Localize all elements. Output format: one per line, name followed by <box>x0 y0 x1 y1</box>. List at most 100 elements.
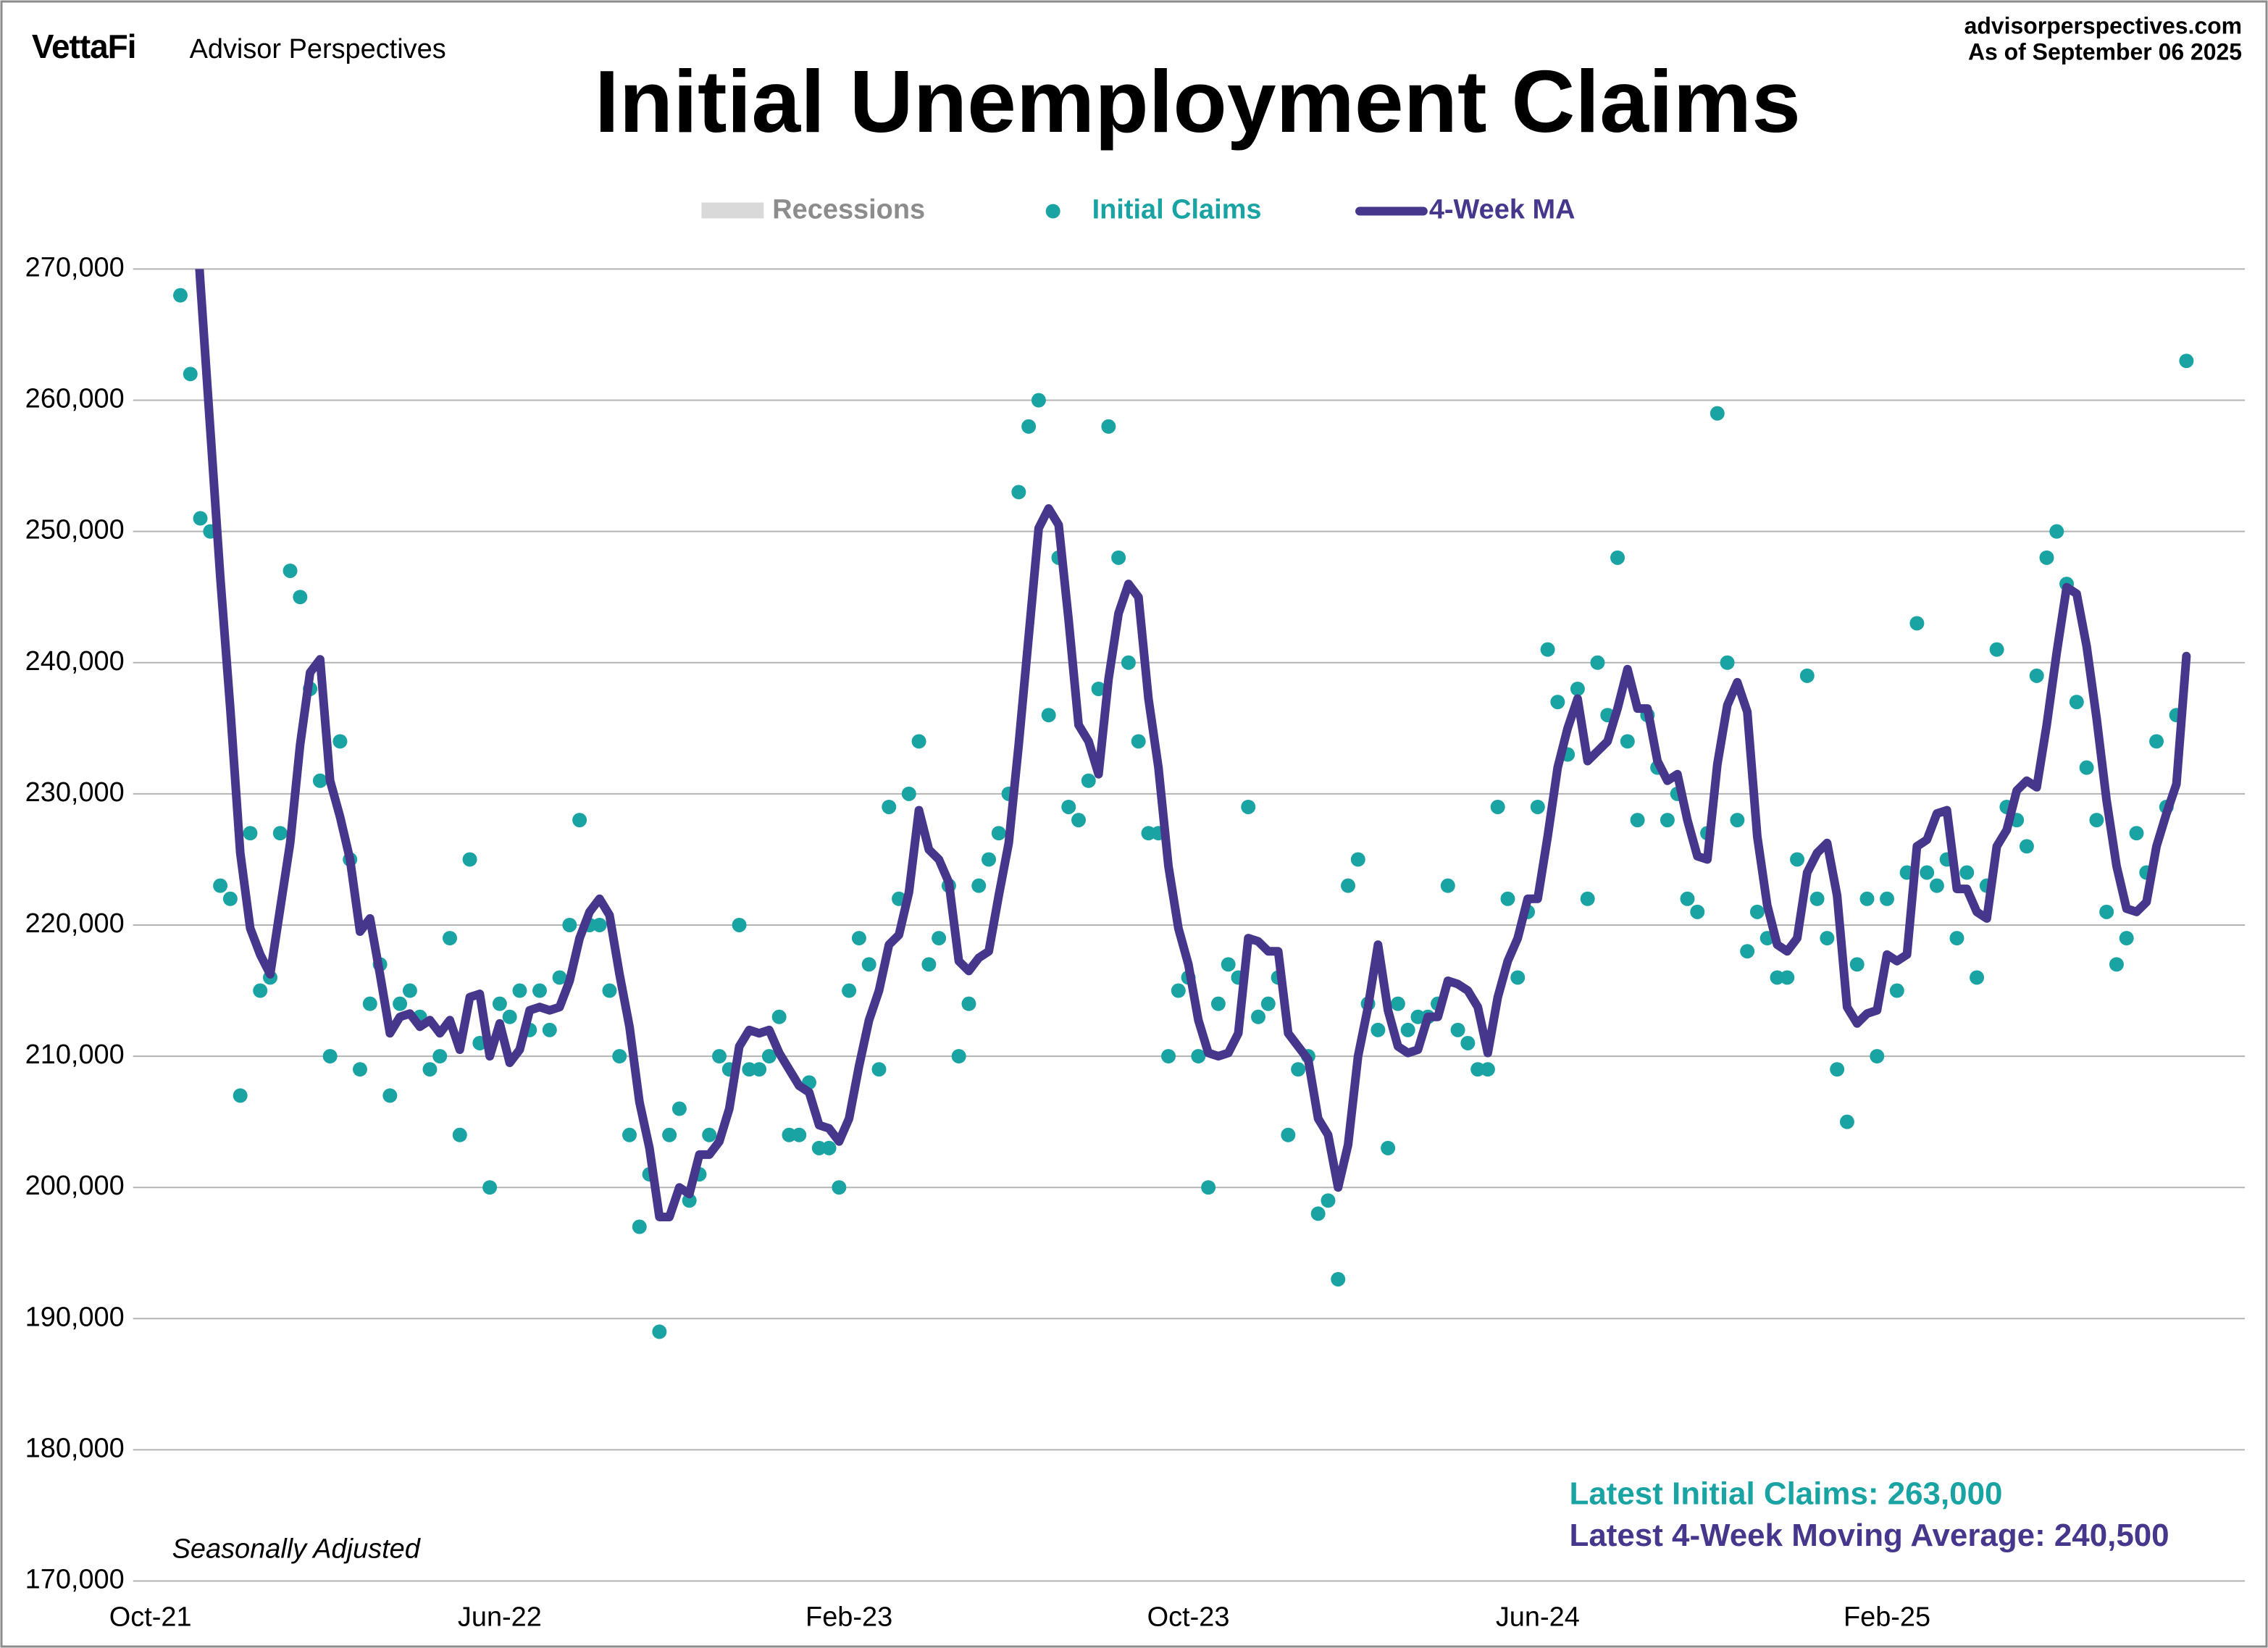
claims-dot <box>1570 681 1585 696</box>
claims-dot <box>1450 1022 1465 1037</box>
claims-dot <box>462 852 477 867</box>
claims-dot <box>1949 931 1964 946</box>
y-tick-label: 220,000 <box>25 908 125 939</box>
claims-dot <box>1191 1049 1206 1064</box>
x-tick-label: Oct-21 <box>109 1602 192 1632</box>
claims-dot <box>1809 891 1825 906</box>
claims-dot <box>861 957 876 972</box>
y-tick-label: 230,000 <box>25 777 125 808</box>
claims-dot <box>1490 799 1505 814</box>
claims-dot <box>1321 1193 1336 1208</box>
claims-dot <box>821 1140 837 1155</box>
as-of: As of September 06 2025 <box>1968 38 2242 64</box>
claims-dot <box>482 1180 498 1195</box>
claims-dot <box>1540 642 1555 657</box>
claims-dot <box>432 1049 448 1064</box>
claims-dot <box>732 917 747 932</box>
claims-dot <box>393 996 408 1011</box>
claims-dot <box>2029 668 2044 683</box>
claims-dot <box>1281 1127 1296 1142</box>
y-tick-label: 180,000 <box>25 1433 125 1463</box>
claims-dot <box>752 1062 767 1077</box>
claims-dot <box>1031 393 1046 408</box>
claims-dot <box>253 983 268 998</box>
claims-dot <box>322 1049 338 1064</box>
claims-dot <box>1920 865 1935 880</box>
claims-dot <box>882 799 897 814</box>
claims-dot <box>2049 524 2064 539</box>
claims-dot <box>1740 944 1755 959</box>
plot-area <box>173 269 2194 1339</box>
claims-dot <box>1011 485 1026 500</box>
claims-dot <box>1790 852 1805 867</box>
claims-dot <box>622 1127 637 1142</box>
claims-dot <box>422 1062 438 1077</box>
claims-dot <box>542 1022 557 1037</box>
legend-swatch <box>701 202 764 219</box>
claims-dot <box>382 1088 398 1103</box>
claims-dot <box>851 931 866 946</box>
claims-dot <box>1859 891 1875 906</box>
claims-dot <box>233 1088 248 1103</box>
claims-dot <box>243 826 258 841</box>
claims-dot <box>1480 1062 1495 1077</box>
claims-dot <box>1580 891 1595 906</box>
claims-dot <box>1460 1035 1476 1050</box>
claims-dot <box>682 1193 697 1208</box>
claims-dot <box>1970 970 1985 985</box>
claims-dot <box>1171 983 1186 998</box>
claims-dot <box>982 852 997 867</box>
claims-dot <box>1770 970 1785 985</box>
claims-dot <box>1161 1049 1176 1064</box>
note: Seasonally Adjusted <box>172 1534 422 1565</box>
claims-dot <box>2129 826 2144 841</box>
claims-dot <box>1021 419 1037 434</box>
claims-dot <box>1530 799 1545 814</box>
x-tick-label: Jun-24 <box>1496 1602 1580 1632</box>
claims-dot <box>1690 904 1705 919</box>
claims-dot <box>1749 904 1765 919</box>
y-tick-label: 260,000 <box>25 384 125 414</box>
claims-dot <box>402 983 417 998</box>
claims-dot <box>1929 878 1944 893</box>
claims-dot <box>1241 799 1256 814</box>
claims-dot <box>572 813 587 828</box>
claims-dot <box>2069 695 2084 710</box>
claims-dot <box>1041 708 1056 723</box>
claims-dot <box>1251 1009 1266 1024</box>
claims-dot <box>312 773 327 788</box>
claims-dot <box>502 1009 517 1024</box>
claims-dot <box>742 1062 757 1077</box>
claims-dot <box>671 1101 687 1116</box>
claims-dot <box>1889 983 1904 998</box>
claims-dot <box>1510 970 1526 985</box>
claims-dot <box>1849 957 1865 972</box>
x-tick-label: Feb-23 <box>805 1602 892 1632</box>
claims-dot <box>2099 904 2114 919</box>
claims-dot <box>1331 1271 1346 1287</box>
claims-dot <box>1101 419 1116 434</box>
claims-dot <box>1660 813 1675 828</box>
claims-dot <box>932 931 947 946</box>
claims-dot <box>1221 957 1236 972</box>
legend-label: Recessions <box>772 195 925 225</box>
claims-dot <box>2079 760 2094 775</box>
y-tick-label: 170,000 <box>25 1565 125 1595</box>
claims-dot <box>1909 616 1925 631</box>
chart-title: Initial Unemployment Claims <box>595 52 1801 151</box>
claims-dot <box>842 983 857 998</box>
claims-dot <box>1550 695 1565 710</box>
annotation: Latest 4-Week Moving Average: 240,500 <box>1570 1518 2169 1553</box>
claims-dot <box>293 590 308 605</box>
claims-dot <box>1071 813 1087 828</box>
claims-dot <box>362 996 377 1011</box>
claims-dot <box>1989 642 2004 657</box>
claims-dot <box>1820 931 1835 946</box>
claims-dot <box>1959 865 1975 880</box>
claims-dot <box>332 734 348 749</box>
x-tick-label: Jun-22 <box>458 1602 542 1632</box>
claims-dot <box>2109 957 2124 972</box>
claims-dot <box>1710 406 1725 421</box>
claims-dot <box>1839 1114 1854 1129</box>
